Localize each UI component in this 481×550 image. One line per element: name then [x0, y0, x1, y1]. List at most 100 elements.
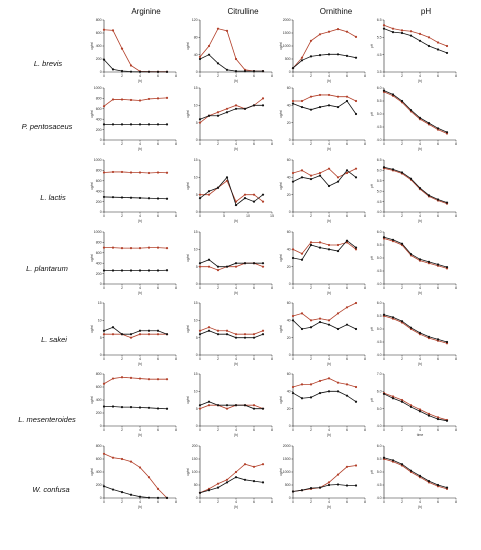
series-2-point [382, 89, 386, 92]
series-1-point [129, 376, 133, 379]
series-1-point [198, 265, 202, 268]
series-2-point [252, 200, 256, 203]
y-tick-label: 60 [287, 372, 291, 376]
x-tick-label: 6 [346, 500, 348, 504]
series-1-line [103, 171, 168, 174]
y-tick-label: 60 [287, 301, 291, 305]
series-1-point [216, 329, 220, 332]
series-2-line [383, 314, 448, 343]
x-tick-label: 2 [121, 500, 123, 504]
series-1-line [383, 24, 448, 47]
x-tick-label: 4 [139, 500, 141, 504]
series-2-point [120, 123, 124, 126]
x-tick-label: 2 [217, 428, 219, 432]
x-tick-label: 0 [292, 142, 294, 146]
series-1-line [103, 376, 167, 385]
series-2-point [318, 391, 322, 395]
y-tick-label: 0 [100, 138, 102, 142]
y-tick-label: 0 [196, 353, 198, 357]
series-2-point [400, 320, 404, 323]
series-2-point [300, 176, 304, 179]
x-axis-label: (h) [327, 291, 331, 295]
series-2-line [103, 196, 168, 200]
series-1-line [199, 326, 264, 335]
series-2-point [318, 174, 322, 177]
series-2-point [261, 407, 265, 410]
series-1-point [216, 111, 220, 114]
x-axis-label: (h) [138, 505, 142, 509]
series-1-point [120, 457, 124, 461]
y-tick-label: 4.0 [377, 210, 382, 214]
y-tick-label: 20 [287, 407, 291, 411]
y-tick-label: 10 [194, 319, 198, 323]
x-axis-label: (h) [138, 433, 142, 437]
series-2-point [445, 266, 449, 269]
series-2-point [120, 196, 124, 199]
y-tick-label: 400 [96, 398, 102, 402]
x-axis-label: (h) [138, 79, 142, 83]
series-1-point [102, 171, 106, 174]
series-2-point [111, 269, 115, 272]
x-tick-label: 6 [437, 286, 439, 290]
series-2-point [111, 68, 115, 71]
series-1-point [327, 30, 331, 33]
series-2-point [165, 70, 169, 73]
panel-p-pentosaceus-citrulline: 0 5 10 15 0 2 4 6 8 ug/ml (h) [186, 86, 273, 151]
series-2-point [345, 169, 349, 172]
x-tick-label: 2 [217, 500, 219, 504]
series-2-point [138, 406, 142, 409]
series-2-point [436, 483, 440, 487]
series-1-point [216, 27, 220, 30]
series-1-line [292, 28, 357, 69]
series-1-point [445, 44, 449, 48]
x-axis-label: (h) [234, 291, 238, 295]
series-1-point [120, 98, 124, 101]
y-tick-label: 4.0 [377, 424, 382, 428]
x-tick-label: 8 [364, 142, 366, 146]
series-1-point [138, 247, 142, 250]
series-2-point [336, 390, 340, 393]
series-2-point [436, 338, 440, 341]
series-2-point [354, 246, 358, 249]
panel-l-sakei-ph: 4.0 4.5 5.0 5.5 6.0 0 2 4 6 8 pH (h) [370, 301, 457, 366]
x-tick-label: 2 [121, 142, 123, 146]
y-axis-label: ug/ml [90, 325, 94, 333]
y-tick-label: 5.5 [377, 179, 382, 183]
y-tick-label: 0 [196, 138, 198, 142]
series-1-point [120, 47, 124, 50]
x-tick-label: 8 [455, 74, 457, 78]
series-1-line [199, 28, 263, 72]
x-axis-label: (h) [327, 362, 331, 366]
series-1-point [300, 99, 304, 103]
x-tick-label: 4 [235, 500, 237, 504]
y-tick-label: 200 [96, 128, 102, 132]
series-2-point [156, 269, 160, 272]
series-2-point [207, 489, 211, 492]
y-tick-label: 0 [289, 496, 291, 500]
x-tick-label: 0 [199, 74, 201, 78]
series-2-point [138, 123, 142, 126]
y-tick-label: 1500 [283, 31, 291, 35]
series-1-point [354, 99, 358, 103]
series-1-point [165, 96, 169, 99]
series-1-point [234, 470, 238, 474]
series-2-point [318, 54, 322, 57]
x-tick-label: 15 [270, 214, 274, 218]
x-tick-label: 6 [253, 428, 255, 432]
x-tick-label: 6 [157, 500, 159, 504]
series-2-line [104, 406, 168, 410]
x-tick-label: 6 [346, 286, 348, 290]
series-2-point [243, 107, 247, 110]
series-2-point [120, 491, 124, 494]
series-1-point [147, 476, 151, 479]
series-2-point [120, 269, 124, 272]
y-tick-label: 20 [287, 336, 291, 340]
x-axis-label: (h) [327, 433, 331, 437]
series-2-point [382, 236, 386, 239]
y-axis-label: ug/ml [186, 396, 190, 404]
series-2-point [345, 99, 349, 103]
series-1-point [336, 312, 340, 315]
y-tick-label: 6.5 [377, 158, 382, 162]
series-2-point [400, 31, 404, 35]
